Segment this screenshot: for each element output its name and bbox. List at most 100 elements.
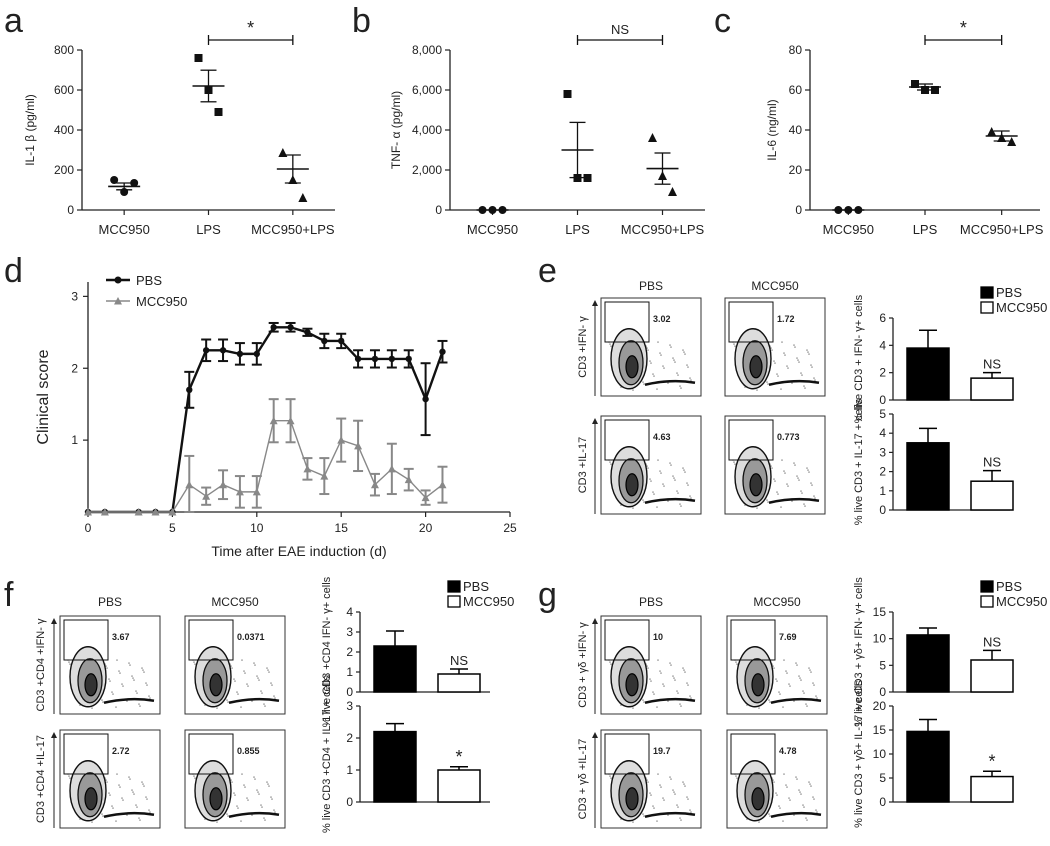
event-dot (793, 462, 795, 464)
y-tick-label: 0 (879, 393, 886, 407)
y-tick-label: 0 (879, 795, 886, 809)
gate-percentage: 7.69 (779, 632, 797, 642)
event-dot (767, 501, 769, 503)
data-point-triangle (337, 436, 346, 444)
data-point-circle (186, 386, 193, 394)
event-dot (800, 372, 802, 374)
event-dot (786, 365, 788, 367)
event-dot (193, 661, 195, 663)
event-dot (798, 789, 800, 791)
legend-swatch (447, 580, 461, 593)
data-point-circle (338, 337, 345, 345)
contour-plot: 3.67 (59, 615, 161, 715)
event-dot (683, 351, 685, 353)
gate-percentage: 0.0371 (237, 632, 265, 642)
event-dot (677, 492, 679, 494)
event-dot (766, 499, 768, 501)
event-dot (261, 806, 263, 808)
row-label-ifn: CD3 + γδ +IFN- γ (577, 622, 589, 708)
event-dot (773, 667, 775, 669)
event-dot (194, 663, 196, 665)
event-dot (650, 794, 652, 796)
event-dot (240, 706, 242, 708)
panel-letter-d: d (4, 252, 23, 290)
y-tick-label: 2 (879, 465, 886, 479)
significance-label: * (988, 751, 995, 771)
event-dot (803, 806, 805, 808)
y-axis-label: % live CD3 + γδ+ IFN- γ+ cells (853, 577, 865, 727)
event-dot (659, 352, 661, 354)
event-dot (649, 678, 651, 680)
gate-percentage: 3.67 (112, 632, 130, 642)
y-axis-label: % live CD3 + IFN- γ+ cells (853, 294, 865, 423)
event-dot (782, 820, 784, 822)
event-dot (780, 506, 782, 508)
event-dot (689, 377, 691, 379)
gate-box (728, 301, 774, 343)
contour-plot: 10 (600, 615, 702, 715)
event-dot (768, 699, 770, 701)
event-dot (805, 817, 807, 819)
event-dot (138, 817, 140, 819)
data-point-circle (371, 355, 379, 363)
significance-label: * (960, 18, 967, 38)
event-dot (106, 667, 108, 669)
event-dot (121, 797, 123, 799)
y-tick-label: 3 (71, 289, 78, 303)
event-dot (687, 366, 689, 368)
significance-label: NS (983, 634, 1001, 649)
event-dot (268, 785, 270, 787)
contour-plot: 1.72 (724, 297, 826, 397)
event-dot (652, 691, 654, 693)
event-dot (783, 470, 785, 472)
axis-arrowhead (592, 618, 598, 624)
data-point-square (214, 108, 223, 116)
event-dot (253, 662, 255, 664)
event-dot (797, 477, 799, 479)
event-dot (800, 679, 802, 681)
event-dot (129, 664, 131, 666)
event-dot (774, 362, 776, 364)
event-dot (783, 773, 785, 775)
event-dot (771, 349, 773, 351)
event-dot (813, 798, 815, 800)
axis-arrowhead (592, 732, 598, 738)
event-dot (766, 381, 768, 383)
event-dot (662, 797, 664, 799)
event-dot (609, 661, 611, 663)
event-dot (133, 793, 135, 795)
event-dot (233, 678, 235, 680)
event-dot (226, 699, 228, 701)
event-dot (778, 691, 780, 693)
event-dot (632, 389, 634, 391)
event-dot (787, 485, 789, 487)
event-dot (610, 777, 612, 779)
y-tick-label: 400 (54, 123, 74, 137)
y-tick-label: 10 (873, 632, 887, 646)
gate-percentage: 19.7 (653, 746, 671, 756)
significance-label: * (247, 18, 254, 38)
event-dot (801, 374, 803, 376)
legend-label: PBS (996, 579, 1022, 594)
event-dot (813, 684, 815, 686)
event-dot (257, 791, 259, 793)
y-tick-label: 0 (67, 203, 74, 217)
legend-label: PBS (463, 579, 489, 594)
event-dot (816, 697, 818, 699)
series-mcc950 (84, 398, 448, 516)
event-dot (68, 775, 70, 777)
panel-letter-g: g (538, 576, 557, 614)
panel-letter-a: a (4, 2, 23, 40)
event-dot (679, 385, 681, 387)
event-dot (662, 683, 664, 685)
event-dot (669, 462, 671, 464)
y-axis-label: Clinical score (35, 349, 52, 444)
x-category-label: LPS (565, 222, 590, 237)
y-tick-label: 20 (873, 699, 887, 713)
event-dot (660, 472, 662, 474)
event-dot (788, 797, 790, 799)
event-dot (669, 344, 671, 346)
event-dot (216, 707, 218, 709)
event-dot (610, 663, 612, 665)
legend-label: MCC950 (996, 300, 1047, 315)
